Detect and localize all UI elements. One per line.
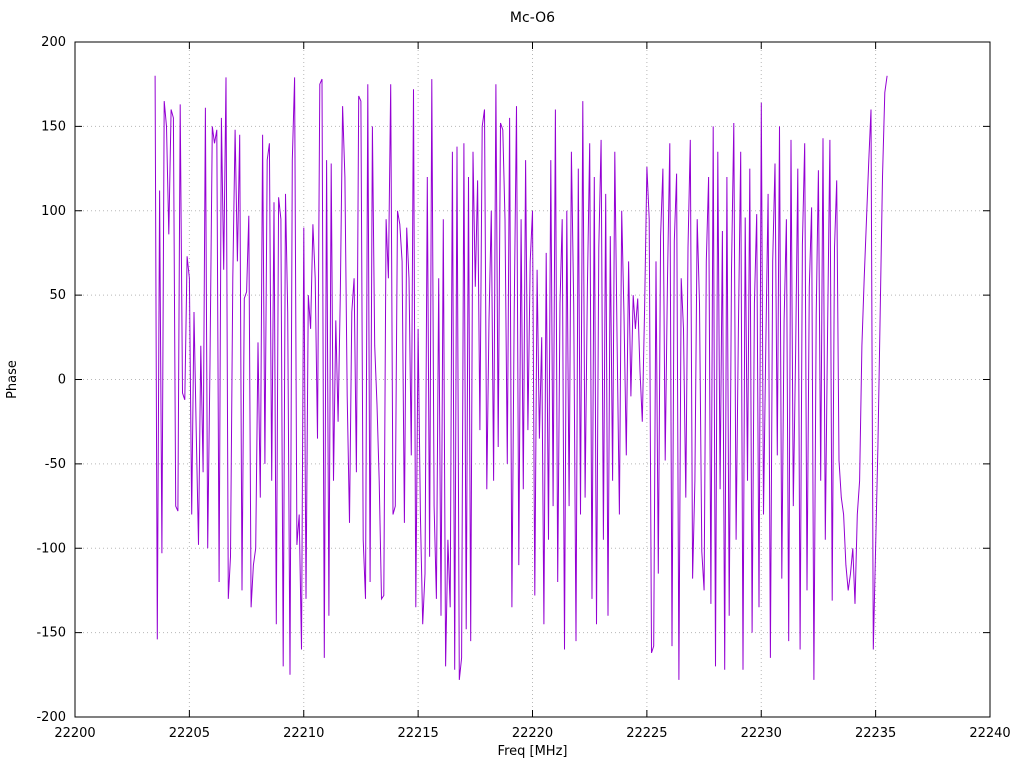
y-tick-label: -50 <box>45 457 66 472</box>
x-tick-label: 22230 <box>741 726 782 741</box>
x-tick-label: 22225 <box>626 726 667 741</box>
y-tick-label: -150 <box>36 626 66 641</box>
x-tick-label: 22240 <box>969 726 1010 741</box>
phase-trace-layer <box>154 75 888 680</box>
y-tick-label: 50 <box>49 288 66 303</box>
x-tick-label: 22205 <box>169 726 210 741</box>
x-tick-label: 22215 <box>397 726 438 741</box>
x-tick-label: 22235 <box>855 726 896 741</box>
axis-label-layer: Mc-O6 Freq [MHz] Phase <box>5 10 567 759</box>
y-tick-label: 150 <box>41 119 66 134</box>
y-tick-label: -100 <box>36 541 66 556</box>
x-tick-label: 22200 <box>54 726 95 741</box>
chart-title: Mc-O6 <box>510 10 555 26</box>
y-tick-label: -200 <box>36 710 66 725</box>
phase-trace <box>154 75 888 680</box>
x-tick-label: 22210 <box>283 726 324 741</box>
y-axis-label: Phase <box>5 360 20 399</box>
y-tick-label: 100 <box>41 204 66 219</box>
y-tick-label: 200 <box>41 35 66 50</box>
tick-layer: 22200 22205 22210 22215 22220 22225 22230 22235… <box>36 35 1010 741</box>
y-tick-label: 0 <box>58 373 66 388</box>
x-axis-label: Freq [MHz] <box>498 744 568 759</box>
x-tick-label: 22220 <box>512 726 553 741</box>
